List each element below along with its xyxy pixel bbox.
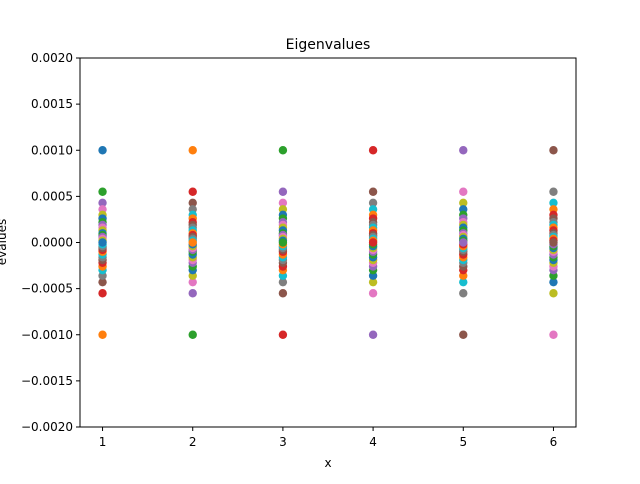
x-tick-label: 1 bbox=[99, 435, 107, 449]
data-point bbox=[188, 238, 197, 247]
data-point bbox=[278, 198, 288, 208]
data-point bbox=[98, 330, 107, 339]
y-tick-label: 0.0020 bbox=[31, 51, 73, 65]
x-tick-label: 5 bbox=[459, 435, 467, 449]
data-point bbox=[278, 187, 288, 196]
data-point bbox=[459, 238, 468, 247]
x-tick-label: 3 bbox=[279, 435, 287, 449]
data-point bbox=[459, 289, 468, 298]
data-point bbox=[549, 146, 558, 155]
data-point bbox=[278, 146, 288, 155]
data-point bbox=[98, 198, 107, 208]
data-point bbox=[278, 277, 288, 287]
data-point bbox=[188, 187, 197, 196]
data-point bbox=[368, 187, 378, 196]
data-point bbox=[98, 146, 107, 155]
data-point bbox=[368, 198, 378, 208]
data-point bbox=[549, 198, 558, 208]
y-axis: −0.0020 −0.0015 −0.0010 −0.0005 0.0000 0.0005… bbox=[21, 51, 80, 434]
y-tick-label: −0.0010 bbox=[21, 328, 73, 342]
y-tick-label: −0.0020 bbox=[21, 420, 73, 434]
y-axis-label: evalues bbox=[0, 219, 9, 265]
data-point bbox=[549, 277, 558, 287]
y-tick-label: 0.0000 bbox=[31, 236, 73, 250]
data-point bbox=[188, 277, 197, 287]
data-point bbox=[459, 330, 468, 339]
data-point bbox=[188, 146, 197, 155]
data-point bbox=[188, 289, 197, 298]
data-point bbox=[549, 289, 558, 298]
data-point bbox=[549, 187, 558, 196]
y-tick-label: 0.0015 bbox=[31, 97, 73, 111]
data-point bbox=[98, 277, 107, 287]
data-point bbox=[459, 198, 468, 208]
data-point bbox=[368, 277, 378, 287]
x-axis-label: x bbox=[324, 456, 331, 470]
x-axis: 1 2 3 4 5 6 bbox=[99, 427, 558, 449]
data-point bbox=[459, 146, 468, 155]
data-point bbox=[549, 330, 558, 339]
y-tick-label: −0.0005 bbox=[21, 282, 73, 296]
plot-area bbox=[98, 146, 558, 339]
data-point bbox=[98, 187, 107, 196]
data-point bbox=[278, 289, 288, 298]
data-point bbox=[368, 238, 378, 247]
data-point bbox=[188, 198, 197, 208]
x-tick-label: 2 bbox=[189, 435, 197, 449]
chart-title: Eigenvalues bbox=[286, 37, 371, 53]
x-tick-label: 4 bbox=[369, 435, 377, 449]
data-point bbox=[98, 238, 107, 247]
data-point bbox=[188, 330, 197, 339]
data-point bbox=[549, 238, 558, 247]
y-tick-label: 0.0005 bbox=[31, 189, 73, 203]
data-point bbox=[278, 330, 288, 339]
y-tick-label: −0.0015 bbox=[21, 374, 73, 388]
data-point bbox=[278, 238, 288, 247]
data-point bbox=[368, 330, 378, 339]
data-point bbox=[368, 289, 378, 298]
data-point bbox=[459, 277, 468, 287]
y-tick-label: 0.0010 bbox=[31, 143, 73, 157]
x-tick-label: 6 bbox=[550, 435, 558, 449]
data-point bbox=[368, 146, 378, 155]
data-point bbox=[98, 289, 107, 298]
data-point bbox=[459, 187, 468, 196]
